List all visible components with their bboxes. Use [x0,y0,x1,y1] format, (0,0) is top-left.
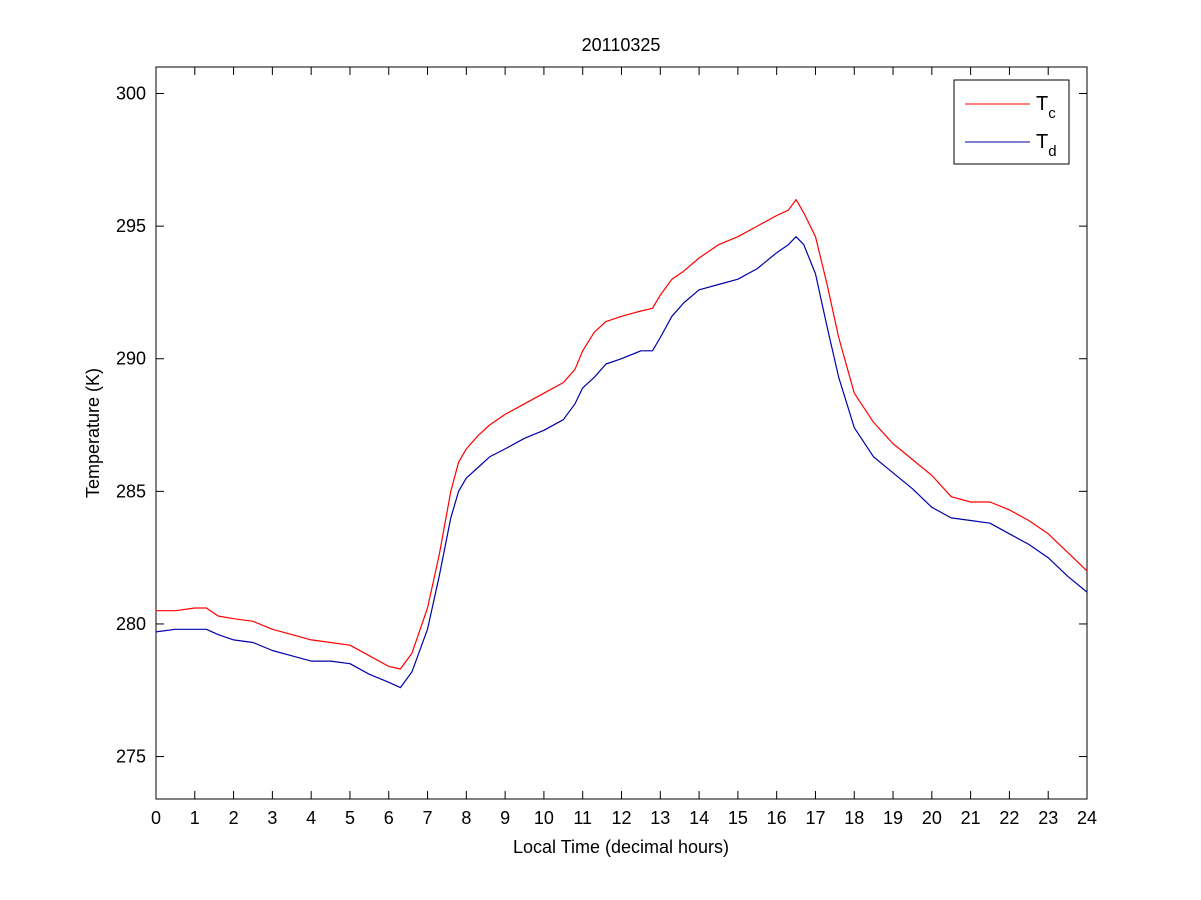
legend-label-tc-subscript: c [1048,105,1056,122]
x-tick-label: 18 [844,808,864,828]
series-lines [155,199,1088,689]
y-axis-ticks: 275 280 285 290 295 300 [116,84,1087,767]
x-tick-label: 21 [961,808,981,828]
x-tick-label: 5 [345,808,355,828]
x-tick-label: 1 [190,808,200,828]
legend-label-tc: Tc [1036,93,1056,122]
y-tick-label: 295 [116,216,146,236]
y-tick-label: 290 [116,349,146,369]
x-tick-label: 12 [611,808,631,828]
x-tick-label: 19 [883,808,903,828]
x-tick-label: 9 [500,808,510,828]
y-tick-label: 285 [116,481,146,501]
x-tick-label: 13 [650,808,670,828]
series-line-td [155,236,1088,689]
legend-label-td-main: T [1036,131,1048,153]
x-tick-label: 23 [1038,808,1058,828]
legend: Tc Td [953,79,1070,165]
x-tick-label: 0 [151,808,161,828]
legend-label-td-subscript: d [1048,143,1056,160]
y-axis-label: Temperature (K) [83,368,103,498]
x-tick-label: 17 [805,808,825,828]
y-tick-label: 280 [116,614,146,634]
x-axis-label: Local Time (decimal hours) [513,837,729,857]
x-tick-label: 24 [1077,808,1097,828]
plot-area [155,66,1088,800]
x-tick-label: 14 [689,808,709,828]
y-tick-label: 300 [116,84,146,104]
x-tick-label: 8 [461,808,471,828]
x-tick-label: 3 [267,808,277,828]
x-tick-label: 10 [534,808,554,828]
chart-title: 20110325 [582,35,661,55]
x-axis-ticks: 0 1 2 3 4 5 6 7 8 9 10 11 12 13 14 15 16 17 18 19 20 21 22 23 24 [151,67,1097,828]
x-tick-label: 22 [999,808,1019,828]
series-line-tc [156,199,1088,670]
y-tick-label: 275 [116,747,146,767]
x-tick-label: 15 [728,808,748,828]
x-tick-label: 16 [767,808,787,828]
x-tick-label: 6 [384,808,394,828]
legend-label-td: Td [1036,131,1057,160]
x-tick-label: 7 [423,808,433,828]
x-tick-label: 4 [306,808,316,828]
x-tick-label: 11 [573,808,592,828]
legend-box [953,79,1070,165]
x-tick-label: 20 [922,808,942,828]
x-tick-label: 2 [229,808,239,828]
legend-label-tc-main: T [1036,93,1048,115]
